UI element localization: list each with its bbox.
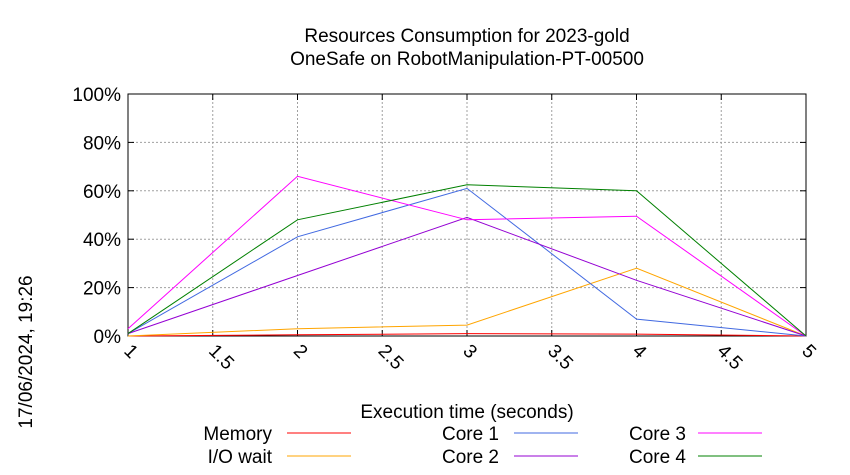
series-lines	[127, 175, 807, 337]
series-line-i-o-wait	[127, 267, 807, 337]
x-axis-label: Execution time (seconds)	[360, 402, 573, 423]
x-tick-label: 2.5	[374, 341, 408, 375]
legend-label-memory: Memory	[203, 424, 272, 445]
chart-title: Resources Consumption for 2023-gold	[304, 26, 629, 47]
x-tick-label: 3	[458, 341, 480, 363]
series-line-core-4	[127, 184, 807, 337]
legend-label-core-4: Core 4	[629, 447, 686, 468]
y-tick-label: 40%	[83, 230, 121, 251]
timestamp: 17/06/2024, 19:26	[16, 275, 37, 428]
legend-label-core-3: Core 3	[629, 424, 686, 445]
chart-subtitle: OneSafe on RobotManipulation-PT-00500	[290, 49, 644, 70]
legend-label-core-2: Core 2	[442, 447, 499, 468]
y-tick-labels: 0% 20% 40% 60% 80% 100%	[72, 85, 121, 348]
y-tick-label: 20%	[83, 279, 121, 300]
y-tick-label: 0%	[94, 327, 122, 348]
y-tick-label: 60%	[83, 182, 121, 203]
y-tick-label: 80%	[83, 133, 121, 154]
series-line-core-3	[127, 175, 807, 337]
plot-border	[127, 93, 807, 337]
grid	[128, 94, 806, 336]
series-line-memory	[127, 333, 807, 337]
x-tick-label: 4.5	[713, 341, 747, 375]
y-tick-label: 100%	[72, 85, 121, 106]
series-line-core-2	[127, 216, 807, 337]
x-tick-labels: 1 1.5 2 2.5 3 3.5 4 4.5 5	[119, 341, 819, 375]
x-tick-label: 5	[797, 341, 819, 363]
x-tick-label: 2	[289, 341, 311, 363]
x-tick-label: 3.5	[543, 341, 577, 375]
series-line-core-1	[127, 187, 807, 337]
x-tick-label: 4	[628, 341, 651, 364]
legend-label-i-o-wait: I/O wait	[208, 447, 273, 468]
x-tick-label: 1.5	[204, 341, 238, 375]
x-tick-label: 1	[119, 341, 141, 363]
legend-label-core-1: Core 1	[442, 424, 499, 445]
